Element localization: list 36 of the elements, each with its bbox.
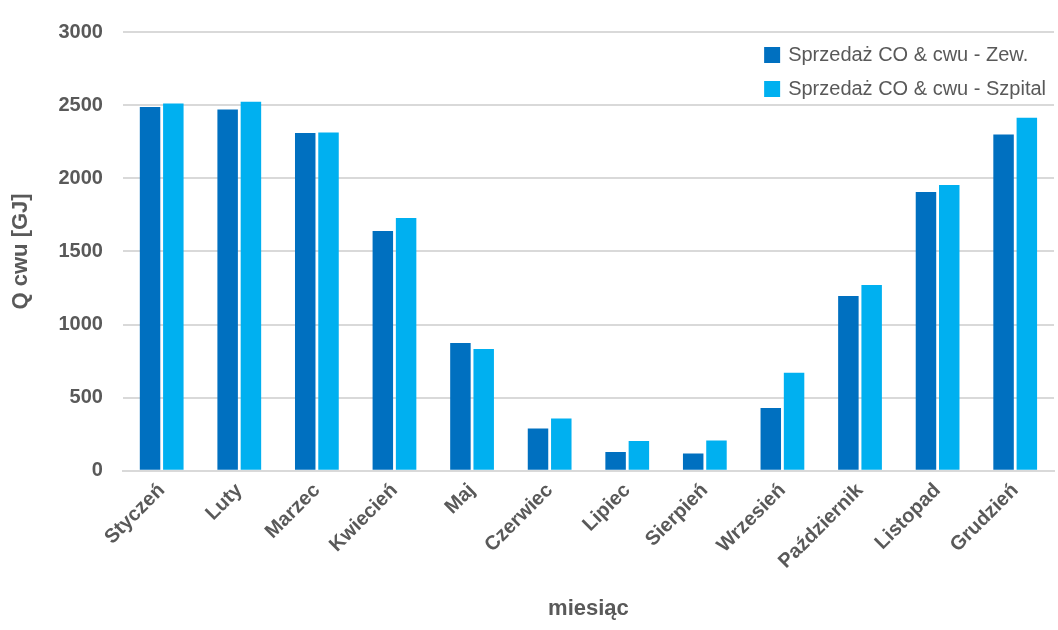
bar [605, 452, 626, 470]
y-axis-title: Q cwu [GJ] [7, 193, 33, 310]
x-tick-label: Maj [439, 478, 479, 518]
y-tick-label: 3000 [58, 19, 103, 42]
x-axis-title: miesiąc [548, 594, 629, 620]
bar [551, 418, 572, 470]
y-tick-label: 1500 [58, 238, 103, 261]
legend-label: Sprzedaż CO & cwu - Zew. [788, 42, 1029, 65]
bar [395, 217, 417, 470]
bar [1016, 117, 1038, 470]
bar [861, 285, 882, 470]
bar [473, 349, 494, 470]
bar [706, 440, 727, 470]
bar [993, 134, 1014, 470]
bar [372, 230, 394, 470]
y-tick-label: 2500 [58, 92, 103, 115]
y-tick-label: 0 [91, 458, 103, 481]
bar [628, 440, 650, 470]
bar [915, 191, 937, 470]
legend-label: Sprzedaż CO & cwu - Szpital [788, 76, 1046, 99]
y-tick-label: 1000 [58, 312, 103, 335]
bar [240, 101, 262, 470]
bar [163, 103, 184, 470]
bar [318, 132, 339, 470]
bar [217, 109, 238, 470]
bar [527, 428, 549, 470]
y-tick-label: 500 [69, 385, 103, 408]
bar [783, 372, 805, 470]
bar [939, 185, 960, 470]
bar [139, 107, 161, 470]
bar [294, 133, 316, 470]
bar [450, 343, 471, 470]
bar [760, 407, 782, 470]
bar [682, 453, 704, 470]
y-tick-label: 2000 [58, 165, 103, 188]
bar [838, 295, 859, 470]
